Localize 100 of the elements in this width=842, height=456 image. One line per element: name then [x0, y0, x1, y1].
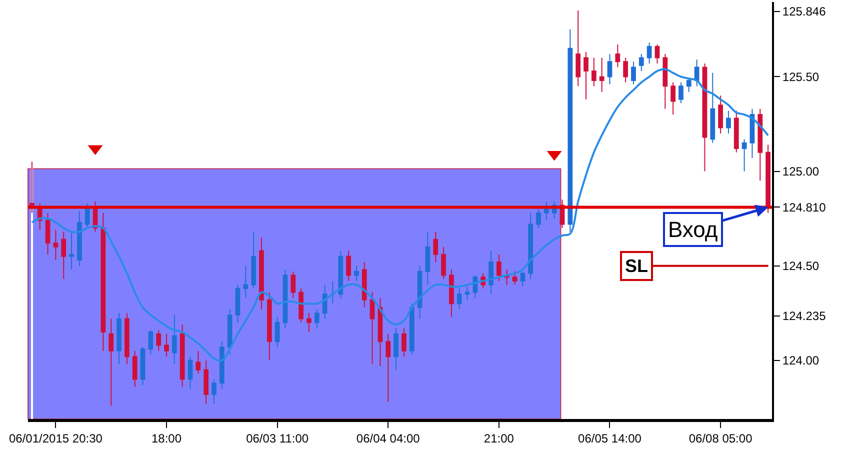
candlestick [710, 72, 716, 144]
candlestick [425, 231, 430, 286]
candlestick [362, 262, 367, 308]
candlestick [338, 250, 344, 298]
candlestick [409, 303, 414, 356]
candlestick [116, 312, 122, 365]
candlestick [140, 346, 146, 386]
candlestick [758, 108, 763, 182]
candlestick [591, 57, 596, 87]
candlestick [156, 330, 162, 352]
candlestick [528, 212, 534, 280]
candlestick [615, 44, 620, 68]
candlestick [346, 250, 351, 282]
candlestick [30, 161, 34, 214]
candlestick [164, 333, 169, 358]
y-tick-label: 124.50 [782, 259, 820, 274]
candlestick [686, 78, 692, 92]
candlestick [100, 212, 106, 352]
candlestick [631, 61, 636, 85]
candlestick [702, 62, 708, 172]
candlestick [568, 28, 573, 232]
candlestick [45, 212, 50, 255]
candlestick [243, 265, 248, 298]
candlestick [441, 246, 446, 280]
candlestick [148, 330, 154, 356]
candlestick [132, 350, 138, 388]
candlestick [266, 292, 272, 361]
candlestick [180, 324, 185, 388]
candlestick [520, 270, 526, 288]
candlestick [378, 297, 383, 367]
candlestick [290, 270, 296, 298]
x-tick-label: 06/08 05:00 [688, 431, 753, 446]
candlestick [449, 269, 454, 318]
candlestick [212, 378, 216, 404]
candlestick [654, 44, 660, 64]
x-tick-label: 21:00 [484, 431, 514, 446]
candlestick [464, 286, 470, 300]
candlestick [678, 82, 684, 104]
candlestick [259, 236, 264, 310]
x-tick-label: 18:00 [151, 431, 182, 446]
candlestick [536, 208, 541, 228]
candlestick [734, 110, 739, 153]
candlestick [662, 54, 668, 110]
candlestick [488, 250, 494, 295]
candlestick [219, 340, 224, 390]
ref-line-label: SL [625, 256, 648, 276]
candlestick [227, 308, 232, 356]
x-tick-label: 06/04 04:00 [356, 431, 420, 446]
y-tick-label: 125.846 [782, 4, 826, 18]
candlestick [576, 10, 581, 87]
candlestick [69, 231, 74, 270]
candlestick [544, 201, 549, 221]
candlestick [607, 54, 612, 85]
candlestick [742, 138, 747, 172]
candlestick [766, 144, 770, 214]
candlestick [108, 318, 114, 406]
y-tick-label: 125.00 [782, 164, 820, 178]
candlestick [394, 328, 398, 370]
candlestick [235, 284, 240, 324]
candlestick [718, 95, 723, 134]
candlestick [370, 292, 375, 365]
candlestick [386, 333, 391, 402]
candlestick [584, 52, 588, 100]
x-tick-label: 06/01/2015 20:30 [8, 431, 103, 446]
candlestick [750, 108, 755, 159]
candlestick [330, 280, 336, 304]
candlestick [433, 231, 438, 263]
candlestick [512, 270, 518, 286]
candlestick [53, 229, 58, 261]
candlestick [172, 314, 177, 365]
candlestick [298, 288, 304, 324]
candlestick [282, 269, 288, 329]
candlestick [196, 350, 201, 374]
x-tick-label: 06/03 11:00 [246, 431, 309, 446]
candlestick [496, 254, 502, 282]
y-tick-label: 125.50 [782, 70, 820, 84]
candlestick [251, 231, 256, 290]
candlestick [638, 54, 644, 72]
candlestick [646, 42, 652, 64]
candlestick [77, 210, 82, 266]
candlestick [670, 82, 676, 116]
candlestick [402, 328, 406, 358]
line-series [30, 68, 770, 362]
candlestick [274, 316, 280, 348]
candlestick [354, 265, 359, 282]
candlestick [623, 57, 628, 83]
candlestick [188, 356, 193, 390]
candlestick [599, 57, 604, 92]
x-tick-label: 06/05 14:00 [578, 431, 642, 446]
candlestick [726, 110, 731, 134]
annotation: Вход [668, 217, 718, 242]
candlestick [306, 312, 312, 333]
candlestick [124, 312, 130, 365]
candlestick [84, 202, 90, 228]
y-tick-label: 124.00 [782, 354, 820, 368]
candlestick [456, 288, 462, 310]
candlestick [694, 59, 700, 87]
y-tick-label: 124.235 [782, 309, 826, 324]
candlestick [314, 308, 320, 329]
y-tick-label: 124.810 [782, 200, 826, 214]
